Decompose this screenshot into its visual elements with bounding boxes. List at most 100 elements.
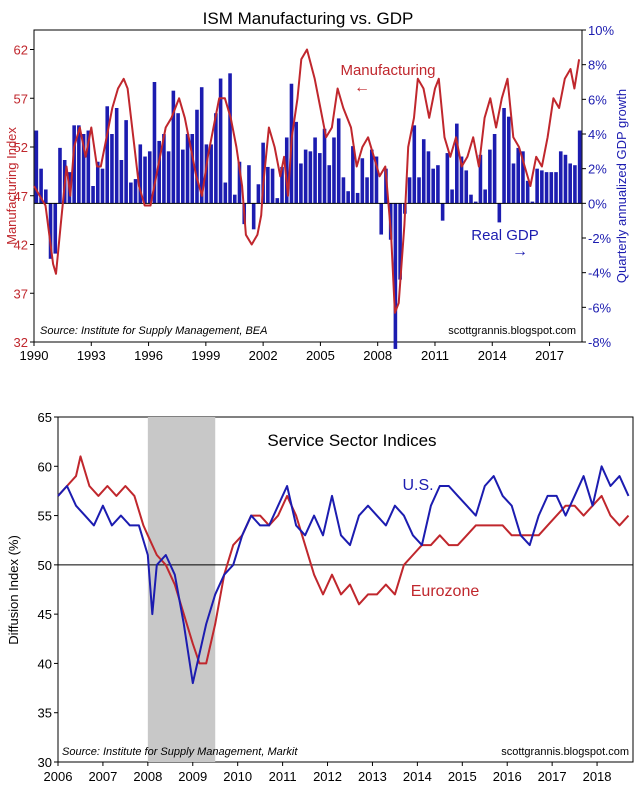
gdp-bar: [483, 189, 487, 204]
ism-vs-gdp-chart: ISM Manufacturing vs. GDP Manufacturing …: [4, 9, 629, 363]
right-tick-label: 4%: [588, 127, 607, 142]
gdp-bar: [195, 109, 199, 204]
gdp-bar: [540, 170, 544, 204]
gdp-bar: [563, 154, 568, 204]
gdp-bar: [299, 163, 303, 204]
gdp-bar: [379, 203, 384, 235]
gdp-bar: [506, 116, 511, 204]
gdp-bar: [398, 203, 402, 280]
gdp-bar: [119, 160, 124, 204]
gdp-bar: [327, 165, 332, 204]
x-tick-label: 2009: [178, 769, 207, 784]
chart1-x-ticks: 1990 1993 1996 1999 2002 2005 2008 2011 2014 2017: [20, 342, 564, 363]
y-tick-label: 55: [38, 509, 52, 524]
right-tick-label: -4%: [588, 266, 612, 281]
y-tick-label: 35: [38, 706, 52, 721]
x-tick-label: 2008: [363, 348, 392, 363]
right-tick-label: 10%: [588, 23, 614, 38]
gdp-bar: [91, 186, 95, 204]
left-tick-label: 62: [14, 43, 28, 58]
x-tick-label: 2011: [269, 769, 297, 784]
gdp-bar: [266, 166, 270, 204]
gdp-bar: [336, 118, 341, 204]
gdp-bar: [105, 106, 110, 204]
gdp-bar: [162, 134, 166, 204]
gdp-bar: [313, 137, 317, 204]
y-tick-label: 40: [38, 656, 52, 671]
y-tick-label: 60: [38, 459, 52, 474]
x-tick-label: 2011: [421, 348, 449, 363]
chart1-source-note: Source: Institute for Supply Management,…: [40, 325, 267, 337]
gdp-bar: [176, 113, 180, 204]
gdp-bar: [48, 203, 53, 259]
gdp-bar: [365, 177, 369, 204]
gdp-bar: [303, 149, 308, 204]
recession-shade-band: [147, 417, 216, 762]
gdp-bar: [58, 147, 62, 204]
right-tick-label: -8%: [588, 335, 612, 350]
gdp-bar: [355, 192, 360, 204]
gdp-bar: [308, 151, 313, 204]
gdp-bar: [280, 166, 284, 204]
gdp-bar: [544, 172, 549, 204]
gdp-bar: [332, 137, 336, 204]
left-tick-label: 32: [14, 335, 28, 350]
x-tick-label: 2017: [538, 769, 567, 784]
gdp-bar: [209, 144, 213, 204]
gdp-bar: [369, 149, 374, 204]
right-tick-label: 0%: [588, 196, 607, 211]
gdp-bar: [214, 113, 218, 204]
left-tick-label: 37: [14, 286, 28, 301]
chart1-manufacturing-arrow: ←: [354, 79, 370, 96]
gdp-bar: [492, 134, 497, 204]
gdp-bar: [237, 161, 242, 204]
gdp-bar: [133, 179, 138, 204]
chart2-y-axis-label: Diffusion Index (%): [6, 535, 21, 645]
x-tick-label: 2018: [583, 769, 612, 784]
gdp-bar: [181, 149, 185, 204]
gdp-bar: [407, 177, 412, 204]
x-tick-label: 2014: [478, 348, 507, 363]
gdp-bar: [261, 142, 265, 204]
x-tick-label: 2006: [44, 769, 73, 784]
gdp-bar: [426, 151, 431, 204]
chart2-title: Service Sector Indices: [267, 431, 436, 450]
gdp-bar: [256, 184, 261, 204]
gdp-bar: [143, 156, 147, 204]
x-tick-label: 1996: [134, 348, 163, 363]
gdp-bar: [360, 158, 365, 204]
manufacturing-series-line: [33, 48, 581, 314]
chart2-source-note: Source: Institute for Supply Management,…: [62, 746, 298, 758]
x-tick-label: 2016: [493, 769, 522, 784]
chart1-left-ticks: 62 57 52 47 42 37 32: [14, 43, 34, 350]
gdp-bar: [525, 180, 530, 204]
gdp-bar: [204, 144, 209, 204]
gdp-bar: [232, 194, 237, 204]
gdp-bar: [171, 90, 176, 204]
gdp-bar: [114, 108, 119, 204]
us-series-line: [57, 465, 630, 685]
gdp-bar: [72, 125, 76, 204]
gdp-bar: [535, 168, 539, 204]
gdp-bar: [412, 125, 417, 204]
gdp-bar: [190, 134, 195, 204]
x-tick-label: 1993: [77, 348, 106, 363]
x-tick-label: 2013: [358, 769, 387, 784]
gdp-bar: [270, 168, 275, 204]
gdp-bar: [516, 147, 521, 204]
gdp-bar: [497, 203, 502, 223]
x-tick-label: 2015: [448, 769, 477, 784]
gdp-bar: [445, 153, 450, 204]
chart1-manufacturing-line: [33, 48, 581, 314]
gdp-bar: [275, 198, 280, 204]
gdp-bar: [502, 108, 506, 204]
x-tick-label: 2014: [403, 769, 432, 784]
gdp-bar: [199, 87, 204, 204]
right-tick-label: -2%: [588, 231, 612, 246]
gdp-bar: [351, 146, 355, 204]
gdp-bar: [284, 137, 289, 204]
gdp-bar: [110, 134, 114, 204]
gdp-bar: [124, 120, 128, 204]
gdp-bar: [455, 123, 459, 204]
